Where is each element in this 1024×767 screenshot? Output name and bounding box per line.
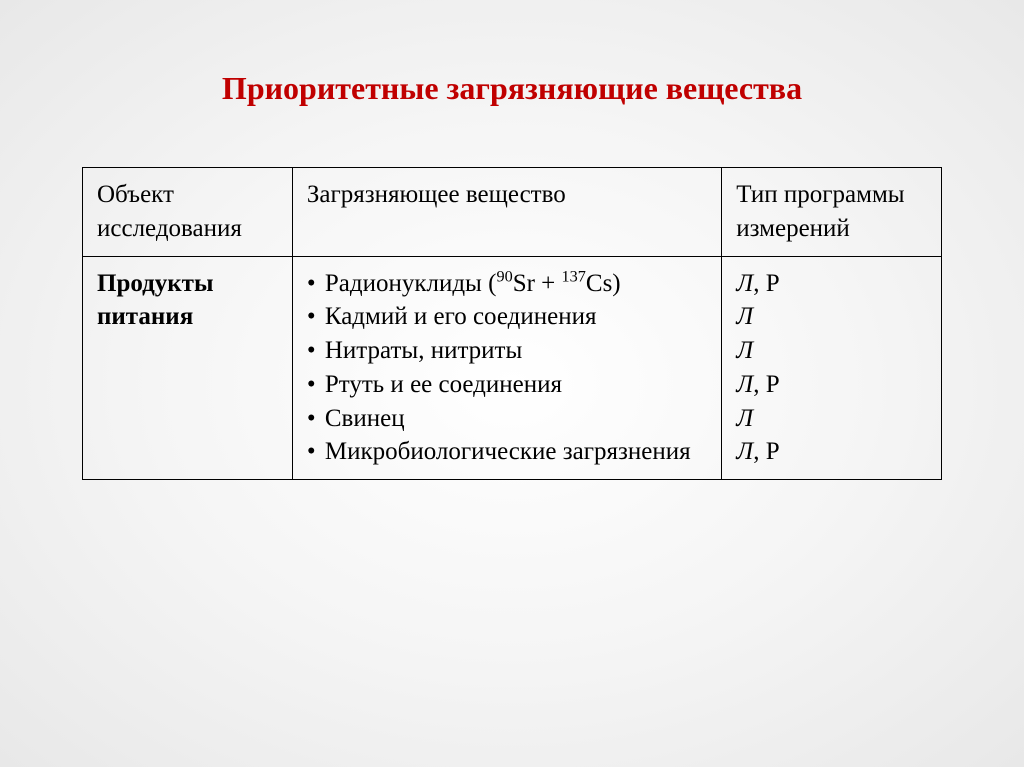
text-italic: Л bbox=[736, 371, 753, 398]
table-header-row: Объект исследования Загрязняющее веществ… bbox=[83, 168, 942, 257]
cell-object: Продукты питания bbox=[83, 256, 293, 480]
text: , Р bbox=[753, 371, 779, 398]
pollutant-item: Кадмий и его соединения bbox=[307, 300, 707, 334]
page-title: Приоритетные загрязняющие вещества bbox=[60, 70, 964, 107]
text: , Р bbox=[753, 270, 779, 297]
pollutant-item: Радионуклиды (90Sr + 137Cs) bbox=[307, 267, 707, 301]
text: Sr + bbox=[513, 270, 562, 297]
type-item: Л, Р bbox=[736, 267, 927, 301]
superscript: 90 bbox=[496, 267, 512, 285]
cell-pollutants: Радионуклиды (90Sr + 137Cs) Кадмий и его… bbox=[292, 256, 721, 480]
text-italic: Л bbox=[736, 270, 753, 297]
text-italic: Л bbox=[736, 438, 753, 465]
type-item: Л bbox=[736, 334, 927, 368]
type-item: Л bbox=[736, 300, 927, 334]
text-italic: Л bbox=[736, 337, 753, 364]
pollutant-item: Нитраты, нитриты bbox=[307, 334, 707, 368]
text-italic: Л bbox=[736, 303, 753, 330]
superscript: 137 bbox=[562, 267, 586, 285]
type-item: Л, Р bbox=[736, 435, 927, 469]
text: Cs) bbox=[586, 270, 621, 297]
type-item: Л, Р bbox=[736, 368, 927, 402]
text: , Р bbox=[753, 438, 779, 465]
pollutant-list: Радионуклиды (90Sr + 137Cs) Кадмий и его… bbox=[307, 267, 707, 470]
pollutant-item: Микробиологические загрязнения bbox=[307, 435, 707, 469]
header-object: Объект исследования bbox=[83, 168, 293, 257]
text-italic: Л bbox=[736, 405, 753, 432]
cell-types: Л, Р Л Л Л, Р Л Л, Р bbox=[722, 256, 942, 480]
table-row: Продукты питания Радионуклиды (90Sr + 13… bbox=[83, 256, 942, 480]
pollutants-table: Объект исследования Загрязняющее веществ… bbox=[82, 167, 942, 480]
header-pollutant: Загрязняющее вещество bbox=[292, 168, 721, 257]
type-list: Л, Р Л Л Л, Р Л Л, Р bbox=[736, 267, 927, 470]
pollutant-item: Свинец bbox=[307, 402, 707, 436]
header-type: Тип программы измерений bbox=[722, 168, 942, 257]
type-item: Л bbox=[736, 402, 927, 436]
text: Радионуклиды ( bbox=[325, 270, 497, 297]
pollutant-item: Ртуть и ее соединения bbox=[307, 368, 707, 402]
